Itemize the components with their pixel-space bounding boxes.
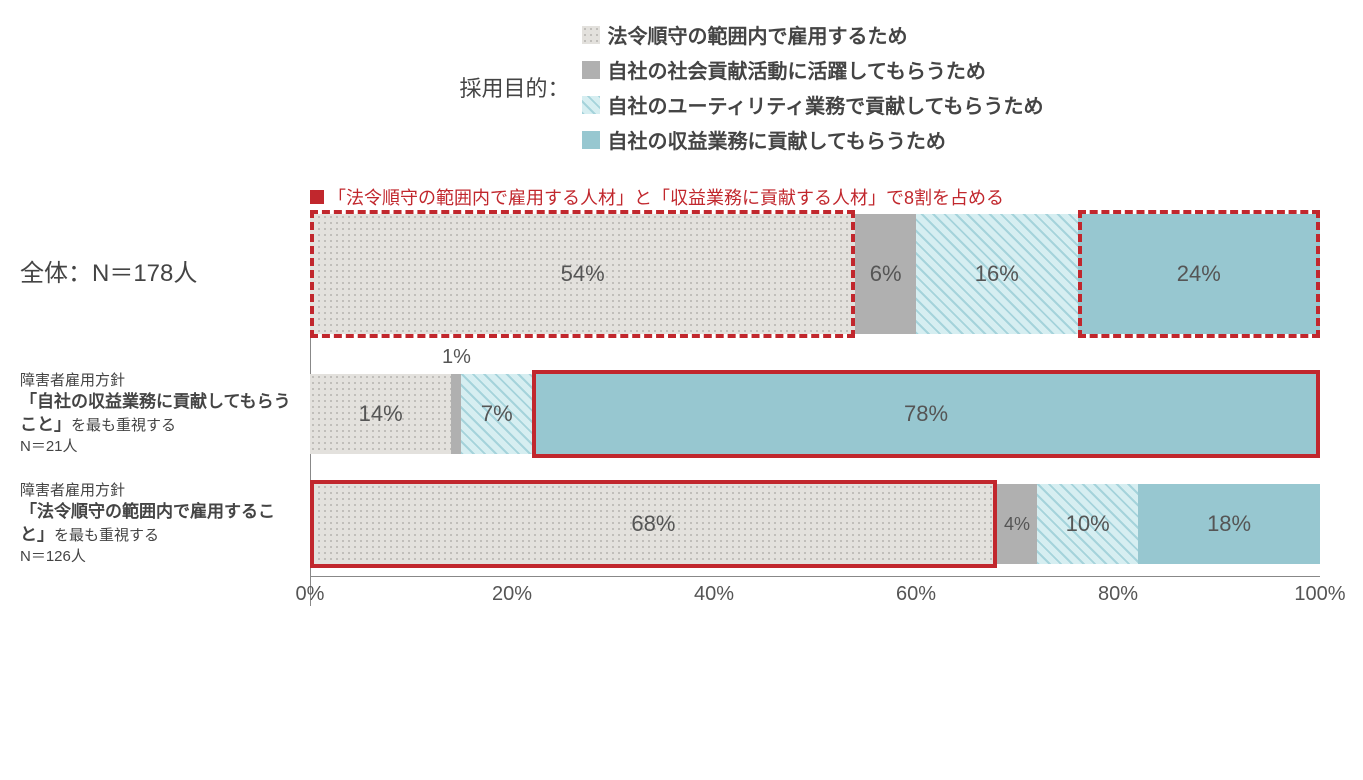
bar-segment: 18% <box>1138 484 1320 564</box>
legend-swatch-icon <box>582 96 600 114</box>
x-axis-tick: 0% <box>296 583 325 606</box>
legend: 採用目的： 法令順守の範囲内で雇用するため自社の社会貢献活動に活躍してもらうため… <box>20 20 1343 154</box>
row-label-mid: を最も重視する <box>54 527 159 544</box>
segment-value-label: 24% <box>1177 261 1221 287</box>
x-axis: 0%20%40%60%80%100% <box>310 576 1320 606</box>
segment-value-label: 6% <box>870 261 902 287</box>
bar-segment: 16% <box>916 214 1078 334</box>
legend-swatch-icon <box>582 26 600 44</box>
bar-segment: 4% <box>997 484 1037 564</box>
bar-segment: 78% <box>532 374 1320 454</box>
bar-segment: 1% <box>451 374 461 454</box>
legend-item-label: 法令順守の範囲内で雇用するため <box>608 20 908 49</box>
legend-item: 法令順守の範囲内で雇用するため <box>582 20 1044 49</box>
bar-track: 14% 1% 7% 78% <box>310 374 1320 454</box>
row-label-mid: を最も重視する <box>71 417 176 434</box>
bar-segment: 24% <box>1078 214 1320 334</box>
annotation: 「法令順守の範囲内で雇用する人材」と「収益業務に貢献する人材」で8割を占める <box>310 184 1343 210</box>
legend-item-label: 自社の収益業務に貢献してもらうため <box>608 125 946 154</box>
segment-value-label: 16% <box>975 261 1019 287</box>
legend-item: 自社の社会貢献活動に活躍してもらうため <box>582 55 1044 84</box>
bar-track: 68% 4% 10% 18% <box>310 484 1320 564</box>
bar-segment: 54% <box>310 214 855 334</box>
x-axis-tick: 20% <box>492 583 532 606</box>
row-label-main: 全体：N＝178人 <box>20 258 300 290</box>
row-label: 全体：N＝178人 <box>20 258 300 290</box>
annotation-text: 「法令順守の範囲内で雇用する人材」と「収益業務に貢献する人材」で8割を占める <box>328 184 1004 210</box>
legend-items: 法令順守の範囲内で雇用するため自社の社会貢献活動に活躍してもらうため自社のユーテ… <box>582 20 1044 154</box>
row-label-post: N＝126人 <box>20 547 300 567</box>
chart-container: 採用目的： 法令順守の範囲内で雇用するため自社の社会貢献活動に活躍してもらうため… <box>20 20 1343 606</box>
bar-segment: 6% <box>855 214 916 334</box>
bar-segment: 68% <box>310 484 997 564</box>
legend-item-label: 自社のユーティリティ業務で貢献してもらうため <box>608 90 1044 119</box>
segment-value-label: 78% <box>904 401 948 427</box>
annotation-square-icon <box>310 190 324 204</box>
plot-area: 全体：N＝178人54%6%16%24%障害者雇用方針「自社の収益業務に貢献して… <box>310 214 1320 606</box>
legend-swatch-icon <box>582 131 600 149</box>
bar-track: 54% 6% 16% 24% <box>310 214 1320 334</box>
segment-value-label: 4% <box>1004 514 1030 535</box>
bar-row: 障害者雇用方針「自社の収益業務に貢献してもらうこと」を最も重視するN＝21人14… <box>310 374 1320 454</box>
x-axis-tick: 60% <box>896 583 936 606</box>
segment-value-label: 54% <box>561 261 605 287</box>
row-label-post: N＝21人 <box>20 437 300 457</box>
bar-segment: 10% <box>1037 484 1138 564</box>
bar-segment: 7% <box>461 374 532 454</box>
bar-row: 全体：N＝178人54%6%16%24% <box>310 214 1320 334</box>
x-axis-tick: 80% <box>1098 583 1138 606</box>
segment-value-label: 14% <box>359 401 403 427</box>
row-label-pre: 障害者雇用方針 <box>20 481 300 501</box>
row-label-pre: 障害者雇用方針 <box>20 371 300 391</box>
segment-value-label: 7% <box>481 401 513 427</box>
legend-title: 採用目的： <box>459 71 569 103</box>
x-axis-tick: 100% <box>1294 583 1345 606</box>
legend-swatch-icon <box>582 61 600 79</box>
row-label: 障害者雇用方針「自社の収益業務に貢献してもらうこと」を最も重視するN＝21人 <box>20 371 300 457</box>
segment-value-label: 1% <box>442 346 471 369</box>
legend-item: 自社のユーティリティ業務で貢献してもらうため <box>582 90 1044 119</box>
bar-segment: 14% <box>310 374 451 454</box>
bar-row: 障害者雇用方針「法令順守の範囲内で雇用すること」を最も重視するN＝126人68%… <box>310 484 1320 564</box>
segment-value-label: 10% <box>1066 511 1110 537</box>
legend-item-label: 自社の社会貢献活動に活躍してもらうため <box>608 55 986 84</box>
legend-item: 自社の収益業務に貢献してもらうため <box>582 125 1044 154</box>
segment-value-label: 18% <box>1207 511 1251 537</box>
x-axis-tick: 40% <box>694 583 734 606</box>
row-label: 障害者雇用方針「法令順守の範囲内で雇用すること」を最も重視するN＝126人 <box>20 481 300 567</box>
segment-value-label: 68% <box>631 511 675 537</box>
